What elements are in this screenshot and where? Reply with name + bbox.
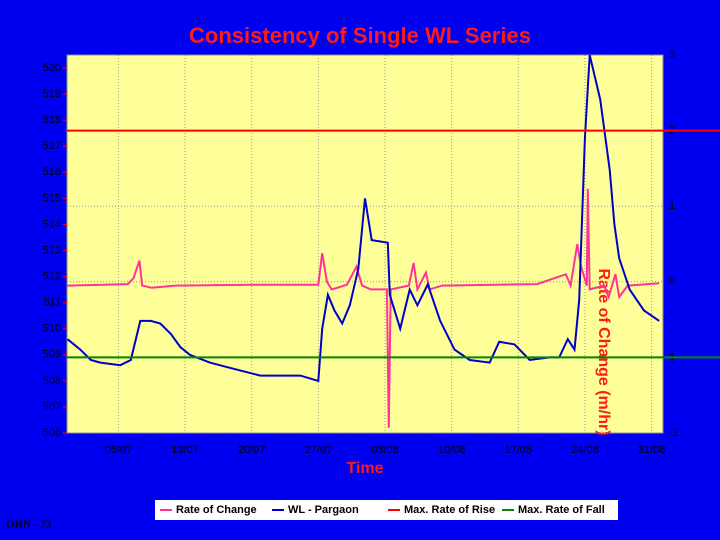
- y2-tick-label: 3: [669, 49, 675, 61]
- y-tick-label: 519: [43, 88, 61, 100]
- y-tick-label: 511: [43, 297, 61, 309]
- y-tick-label: 507: [43, 401, 61, 413]
- y-tick-label: 515: [43, 192, 61, 204]
- legend: [155, 500, 618, 520]
- y2-tick-label: 0: [669, 276, 675, 288]
- data-line: [66, 54, 660, 383]
- legend-label: Max. Rate of Rise: [404, 504, 495, 516]
- footer: OHN - 73: [6, 519, 52, 531]
- y-tick-label: 516: [43, 166, 61, 178]
- y-tick-label: 509: [43, 349, 61, 361]
- y-tick-label: 520: [43, 62, 61, 74]
- x-tick-label: 13/07: [171, 444, 199, 456]
- plot-area: [66, 54, 664, 434]
- x-tick-label: 24/08: [571, 444, 599, 456]
- y2-tick-label: -2: [669, 427, 679, 439]
- chart-title: Consistency of Single WL Series: [189, 23, 531, 48]
- legend-label: Rate of Change: [176, 504, 257, 516]
- y-tick-label: 512: [43, 270, 61, 282]
- x-tick-label: 20/07: [238, 444, 266, 456]
- x-axis-label: Time: [346, 460, 383, 477]
- y2-axis-label: Rate of Change (m/hr): [595, 268, 612, 435]
- y-tick-label: 510: [43, 323, 61, 335]
- x-tick-label: 10/08: [438, 444, 466, 456]
- y-tick-label: 518: [43, 114, 61, 126]
- y-tick-label: 514: [43, 218, 61, 230]
- data-line: [67, 188, 660, 428]
- y-tick-label: 508: [43, 375, 61, 387]
- y-tick-label: 506: [43, 427, 61, 439]
- x-tick-label: 17/08: [505, 444, 533, 456]
- x-tick-label: 31/08: [638, 444, 666, 456]
- y-tick-label: 517: [43, 140, 61, 152]
- x-tick-label: 03/08: [371, 444, 399, 456]
- x-tick-label: 06/07: [105, 444, 133, 456]
- legend-label: Max. Rate of Fall: [518, 504, 605, 516]
- legend-label: WL - Pargaon: [288, 504, 359, 516]
- y-tick-label: 513: [43, 244, 61, 256]
- x-tick-label: 27/07: [305, 444, 333, 456]
- y2-tick-label: 1: [669, 200, 675, 212]
